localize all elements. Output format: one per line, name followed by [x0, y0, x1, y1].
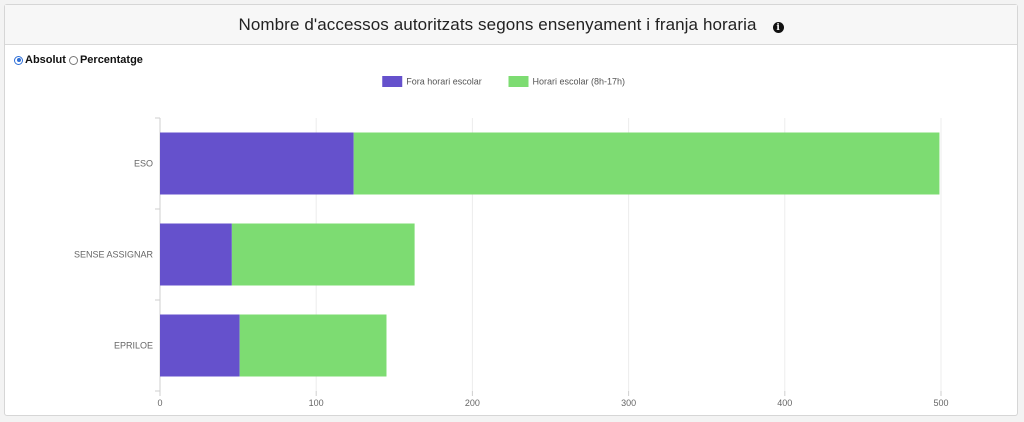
- x-tick-label: 200: [465, 398, 480, 408]
- bar-segment: [160, 223, 232, 286]
- y-category-label: EPRILOE: [114, 341, 153, 351]
- legend-label: Fora horari escolar: [406, 77, 482, 87]
- bar-segment: [239, 314, 387, 377]
- display-mode-toggle: Absolut Percentatge: [14, 54, 146, 66]
- legend-swatch: [382, 76, 403, 87]
- x-tick-label: 300: [621, 398, 636, 408]
- bar-segment: [160, 132, 354, 195]
- bars: [160, 132, 940, 377]
- radio-percentatge-label[interactable]: Percentatge: [79, 54, 143, 66]
- radio-absolut-label[interactable]: Absolut: [25, 54, 66, 66]
- x-tick-label: 400: [777, 398, 792, 408]
- x-tick-label: 100: [309, 398, 324, 408]
- card-header: Nombre d'accessos autoritzats segons ens…: [5, 5, 1017, 45]
- info-icon[interactable]: i: [772, 22, 784, 33]
- y-category-label: ESO: [134, 159, 153, 169]
- radio-absolut[interactable]: [14, 55, 23, 65]
- x-tick-label: 0: [157, 398, 162, 408]
- y-category-label: SENSE ASSIGNAR: [74, 250, 154, 260]
- bar-segment: [353, 132, 940, 195]
- tick-labels: 0 100 200 300 400 500 ESO SENSE ASSIGNAR EPRILOE: [74, 159, 949, 409]
- radio-percentatge[interactable]: [68, 55, 78, 65]
- bar-segment: [160, 314, 240, 377]
- legend-label: Horari escolar (8h-17h): [533, 77, 626, 87]
- legend-swatch: [508, 76, 529, 87]
- x-tick-label: 500: [933, 398, 948, 408]
- bar-segment: [231, 223, 415, 286]
- chart-title: Nombre d'accessos autoritzats segons ens…: [238, 14, 757, 34]
- legend: Fora horari escolar Horari escolar (8h-17…: [382, 76, 625, 87]
